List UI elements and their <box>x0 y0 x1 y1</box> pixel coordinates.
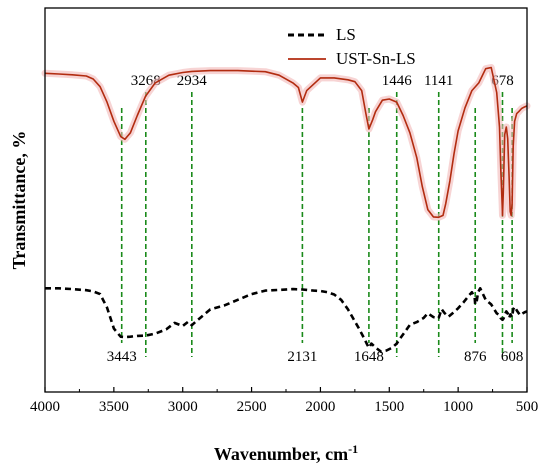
annotation-label-3443: 3443 <box>107 349 137 365</box>
x-tick-label: 2000 <box>305 399 335 415</box>
series-line-ls <box>45 286 528 354</box>
x-axis-label-main: Wavenumber, cm <box>214 444 348 464</box>
x-tick-label: 1500 <box>374 399 404 415</box>
x-tick-label: 4000 <box>30 399 60 415</box>
series-layer <box>41 64 531 354</box>
x-tick-label: 2500 <box>237 399 267 415</box>
annotation-label-876: 876 <box>464 349 487 365</box>
annotation-label-608: 608 <box>501 349 524 365</box>
series-halo-0 <box>41 64 531 221</box>
annotation-label-2131: 2131 <box>287 349 317 365</box>
annotation-label-2934: 2934 <box>177 73 208 89</box>
x-axis-label-superscript: -1 <box>348 442 358 456</box>
x-tick-label: 3500 <box>99 399 129 415</box>
legend-label-1: UST-Sn-LS <box>336 49 416 68</box>
series-line-ust-sn-ls <box>44 66 528 219</box>
x-axis-label: Wavenumber, cm-1 <box>214 442 358 464</box>
x-tick-label: 1000 <box>443 399 473 415</box>
plot-frame <box>44 7 528 393</box>
x-tick-label: 3000 <box>168 399 198 415</box>
legend: LS UST-Sn-LS <box>288 25 416 68</box>
annotation-label-1141: 1141 <box>424 73 453 89</box>
x-axis: 4000 3500 3000 2500 2000 1500 1000 500 <box>30 387 538 415</box>
x-tick-label: 500 <box>516 399 539 415</box>
y-axis-label: Transmittance, % <box>9 131 29 270</box>
legend-label-0: LS <box>336 25 356 44</box>
annotation-label-1648: 1648 <box>354 349 384 365</box>
annotation-label-1446: 1446 <box>382 73 413 89</box>
